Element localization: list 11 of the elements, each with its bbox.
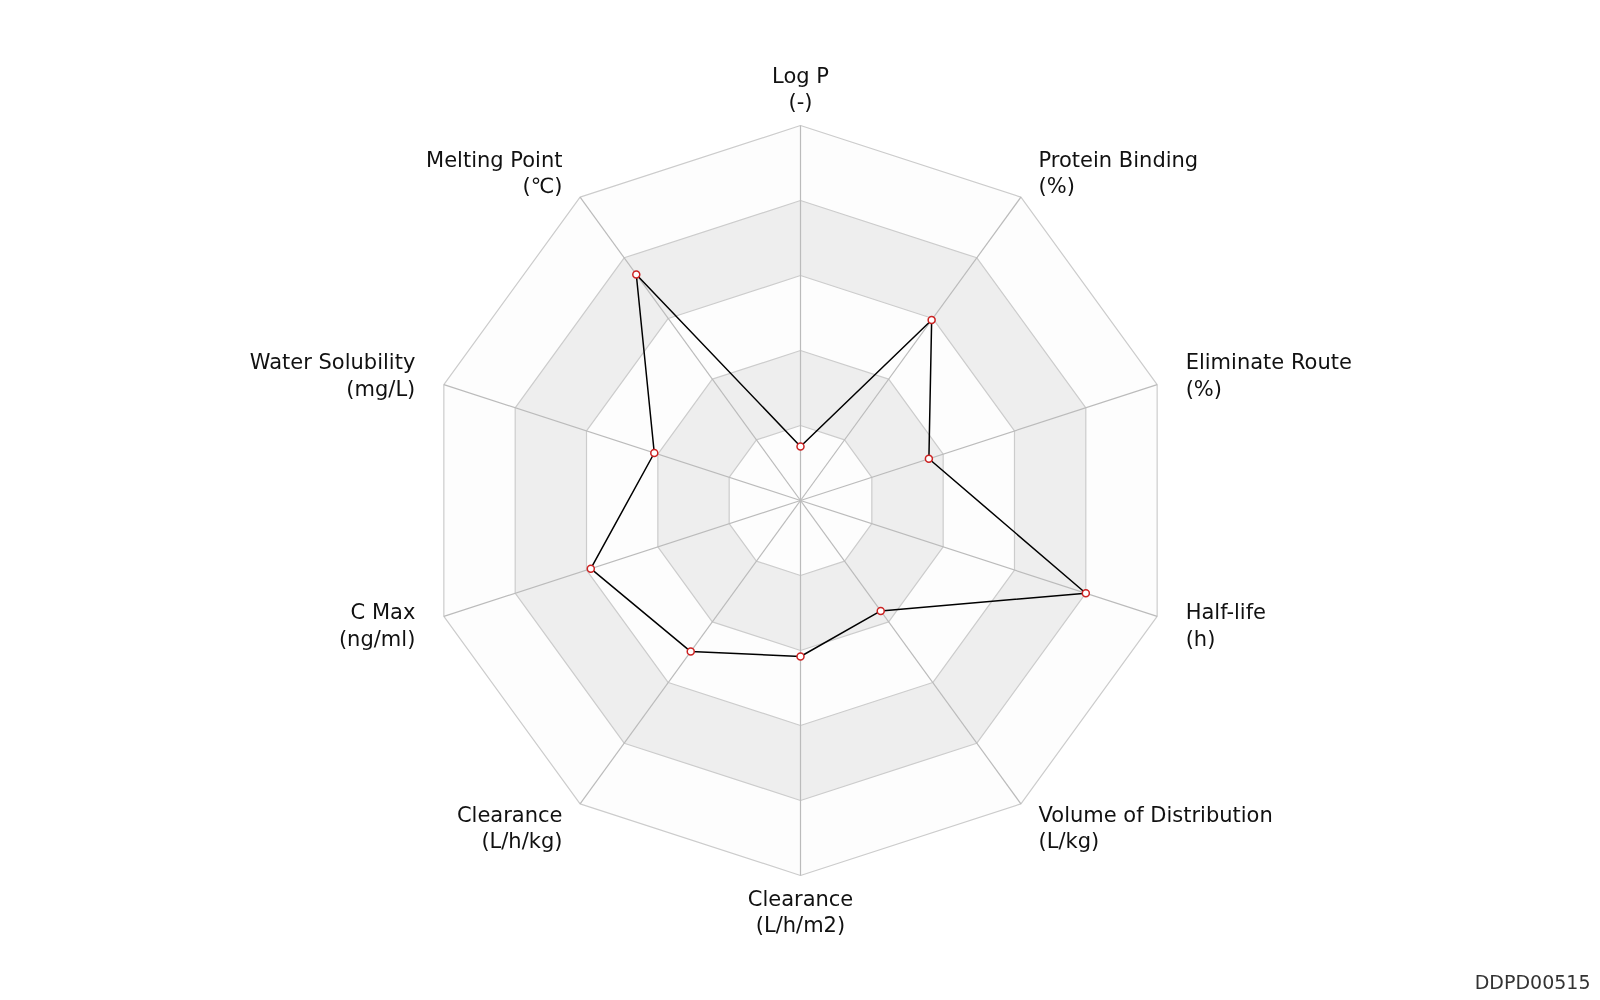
spoke-label: Clearance (L/h/kg)	[456, 802, 563, 854]
spoke-label: Clearance (L/h/m2)	[747, 886, 854, 938]
spoke-label: Protein Binding (%)	[1038, 147, 1199, 199]
spoke-label: Melting Point (℃)	[426, 147, 563, 199]
spoke-label: Volume of Distribution (L/kg)	[1038, 802, 1273, 854]
spoke-label: Log P (-)	[772, 63, 829, 115]
spoke-label: Eliminate Route (%)	[1185, 350, 1352, 401]
spoke-label: Half-life (h)	[1185, 600, 1266, 651]
spoke-label: C Max (ng/ml)	[338, 600, 416, 651]
text: DDPD00515	[1474, 970, 1591, 993]
spoke-label: Water Solubility (mg/L)	[249, 350, 416, 401]
